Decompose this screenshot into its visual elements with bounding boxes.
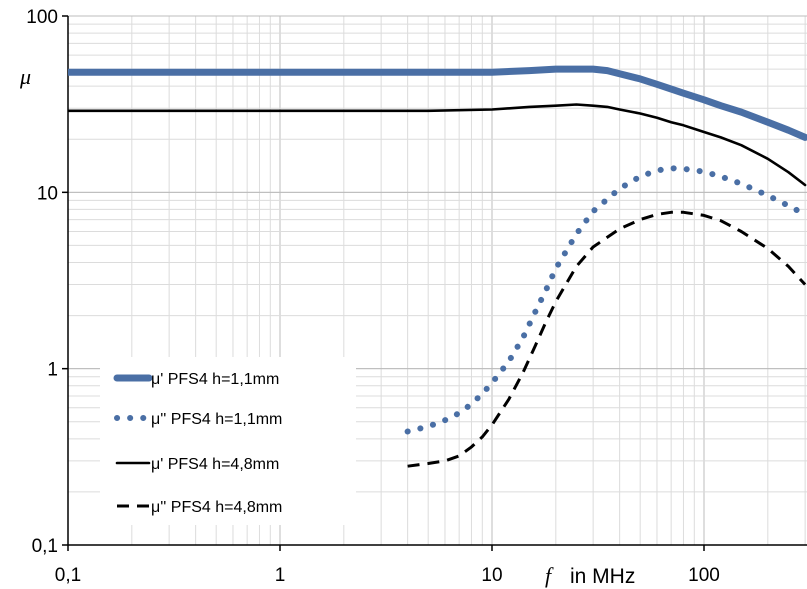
legend-label-4: μ'' PFS4 h=4,8mm (151, 499, 282, 516)
series-line-1 (68, 65, 807, 141)
y-tick-label: 10 (37, 183, 58, 204)
y-axis-label: μ (19, 64, 31, 89)
x-tick-label: 100 (688, 565, 720, 586)
y-tick-label: 0,1 (32, 536, 58, 557)
x-axis-label-symbol: f (545, 563, 554, 588)
y-tick-label: 1 (47, 360, 58, 381)
legend-label-3: μ' PFS4 h=4,8mm (151, 456, 279, 473)
legend-label-2: μ'' PFS4 h=1,1mm (151, 411, 282, 428)
x-axis-label-unit: in MHz (570, 565, 635, 588)
axis-labels: μ f in MHz (19, 64, 635, 588)
series-lines (68, 65, 807, 468)
grid (67, 15, 807, 546)
legend-box (100, 357, 356, 525)
x-tick-label: 0,1 (55, 565, 81, 586)
legend-label-1: μ' PFS4 h=1,1mm (151, 371, 279, 388)
series-line-2 (404, 165, 807, 435)
series-line-3 (68, 103, 807, 187)
legend: μ' PFS4 h=1,1mm μ'' PFS4 h=1,1mm μ' PFS4 h… (100, 357, 356, 525)
x-tick-label: 10 (481, 565, 502, 586)
y-tick-label: 100 (26, 7, 58, 28)
series-line-4 (407, 210, 807, 468)
axes: 0,1 1 10 100 0,1 1 10 100 (26, 7, 807, 586)
x-tick-label: 1 (275, 565, 286, 586)
